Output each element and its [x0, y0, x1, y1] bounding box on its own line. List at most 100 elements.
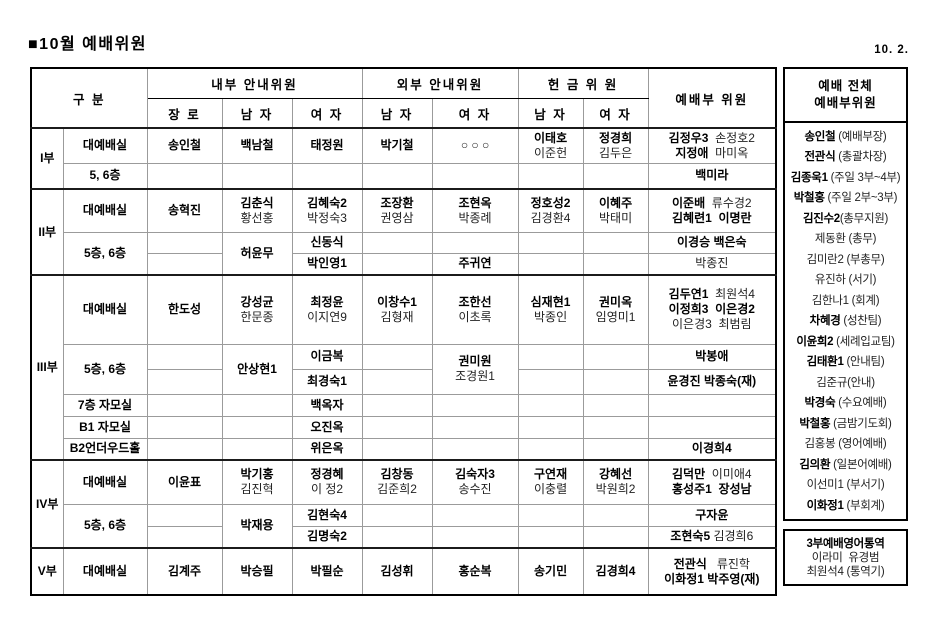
member-name-primary: 5층, 6층: [83, 361, 127, 376]
member-name-line: 홍순복: [433, 564, 517, 579]
member-name-primary: 백남철: [240, 138, 274, 153]
member-name-primary: 이혜주: [598, 195, 633, 210]
member-cell: 송혁진: [146, 188, 223, 233]
member-name-primary: 구연재: [533, 467, 568, 482]
member-name-primary: 오진옥: [310, 419, 344, 434]
empty-cell: [431, 393, 519, 417]
member-cell: 이경승 백은숙: [647, 231, 777, 254]
member-name-line: 강성균: [223, 295, 291, 310]
member-name-line: 박원희2: [584, 482, 647, 497]
member-cell: 박승필: [221, 547, 293, 596]
member-name-line: 5층, 6층: [64, 246, 146, 261]
member-name-primary: 7층 자모실: [77, 397, 133, 412]
member-name-line: 한도성: [148, 302, 221, 317]
member-cell: 김경희4: [582, 547, 649, 596]
room-label: 7층 자모실: [62, 393, 148, 417]
member-name-secondary: 김준희2: [377, 482, 417, 497]
empty-cell: [146, 252, 223, 276]
member-cell: 조장환 권영삼: [361, 188, 433, 233]
member-name-line: 구연재: [519, 467, 582, 482]
member-name-primary: V부: [37, 564, 57, 578]
empty-cell: [582, 415, 649, 439]
member-name-secondary: 박종인: [533, 309, 568, 324]
member-cell: 강성균 한문종: [221, 274, 293, 345]
member-name-secondary: 임영미1: [595, 309, 636, 324]
member-name-line: 이태호: [519, 131, 582, 146]
member-name-line: 김홍봉 (영어예배): [805, 437, 887, 451]
member-name-primary: B2언더우드홀: [69, 441, 141, 456]
empty-cell: [361, 525, 433, 549]
member-name-line: 이화정1 박주영(재): [649, 572, 775, 587]
member-name-secondary: 김미란2: [806, 253, 844, 266]
member-name-line: 권영삼: [363, 211, 431, 226]
empty-cell: [517, 162, 584, 190]
empty-cell: [517, 252, 584, 276]
member-name-line: 백옥자: [293, 398, 361, 413]
member-name-primary: 전관식: [804, 151, 836, 163]
member-name-secondary: (영어예배): [835, 438, 887, 450]
member-name-primary: 홍순복: [458, 564, 492, 578]
member-name-line: 송기민: [519, 564, 582, 579]
member-name-primary: 대예배실: [82, 302, 128, 317]
member-name-secondary: 손정호2: [708, 130, 755, 145]
member-name-line: 송수진: [433, 482, 517, 497]
member-name-line: 3부예배영어통역: [806, 537, 884, 551]
empty-cell: [582, 393, 649, 417]
room-label: 대예배실: [62, 459, 148, 505]
member-name-line: 이금복: [293, 349, 361, 364]
member-name-line: 김한나1 (회계): [812, 294, 880, 308]
member-name-primary: 강혜선: [598, 467, 633, 482]
empty-cell: [146, 231, 223, 254]
empty-cell: [431, 415, 519, 439]
member-name-line: 박종진: [649, 256, 775, 271]
member-name-primary: 김경희4: [595, 564, 636, 578]
member-cell: 이금복: [291, 343, 363, 370]
member-name-line: 김종욱1 (주일 3부~4부): [791, 171, 901, 185]
member-name-secondary: (세례입교팀): [833, 335, 895, 348]
member-name-primary: 정경혜: [310, 467, 344, 482]
member-cell: 권미원 조경원1: [431, 343, 519, 395]
member-name-line: 대예배실: [64, 302, 146, 317]
roster-body: I부 대예배실 송인철 백남철 태정원 박기철 ○ ○ ○ 이태호 이준헌 정경희 김두은 김정우3 …: [30, 127, 777, 596]
member-name-secondary: (부회계): [843, 499, 885, 512]
member-cell: 주귀연: [431, 252, 519, 276]
member-name-line: 김덕만 이미애4: [649, 467, 775, 482]
member-name-primary: 3부예배영어통역: [806, 537, 885, 550]
full-committee-title-line1: 예배 전체: [818, 79, 873, 93]
member-name-secondary: (부서기): [843, 479, 885, 491]
member-name-secondary: 김두은: [598, 145, 633, 160]
member-name-primary: 송혁진: [167, 203, 202, 218]
member-name-line: III부: [32, 360, 62, 375]
empty-cell: [361, 393, 433, 417]
member-name-line: 이 정2: [293, 482, 361, 497]
room-label: 5, 6층: [62, 162, 148, 190]
member-cell: 윤경진 박종숙(재): [647, 368, 777, 395]
member-cell: 한도성: [146, 274, 223, 345]
member-name-primary: 최정윤: [310, 294, 344, 309]
full-committee-title-line2: 예배부위원: [814, 96, 877, 110]
header-offering-committee: 헌 금 위 원: [517, 67, 649, 99]
member-name-primary: 홍성주1 장성남: [672, 482, 752, 497]
member-name-line: 이윤희2 (세례입교팀): [796, 335, 895, 349]
header-women-outer: 여 자: [431, 98, 519, 129]
member-name-secondary: (서기): [845, 274, 877, 286]
header-women-inner: 여 자: [291, 98, 363, 129]
member-name-primary: 이윤희2: [796, 335, 834, 348]
member-cell: 조현옥 박종례: [431, 188, 519, 233]
member-name-primary: 권미옥: [598, 294, 633, 309]
member-name-line: 김준규(안내): [816, 376, 875, 390]
member-name-line: 구자윤: [649, 508, 775, 523]
member-name-primary: 허윤무: [240, 245, 274, 260]
member-name-primary: 이경승 백은숙: [677, 235, 747, 249]
member-name-line: 김창동: [363, 467, 431, 482]
header-men-offering: 남 자: [517, 98, 584, 129]
member-name-primary: 송인철: [804, 130, 836, 143]
member-name-line: 지정애 마미옥: [649, 146, 775, 161]
member-name-line: 박기철: [363, 138, 431, 153]
member-name-primary: 박철홍: [799, 417, 831, 430]
empty-cell: [146, 393, 223, 417]
member-cell: 김성휘: [361, 547, 433, 596]
member-name-secondary: (수요예배): [835, 397, 887, 409]
member-name-secondary: 이충렬: [533, 482, 568, 497]
empty-cell: [146, 437, 223, 461]
